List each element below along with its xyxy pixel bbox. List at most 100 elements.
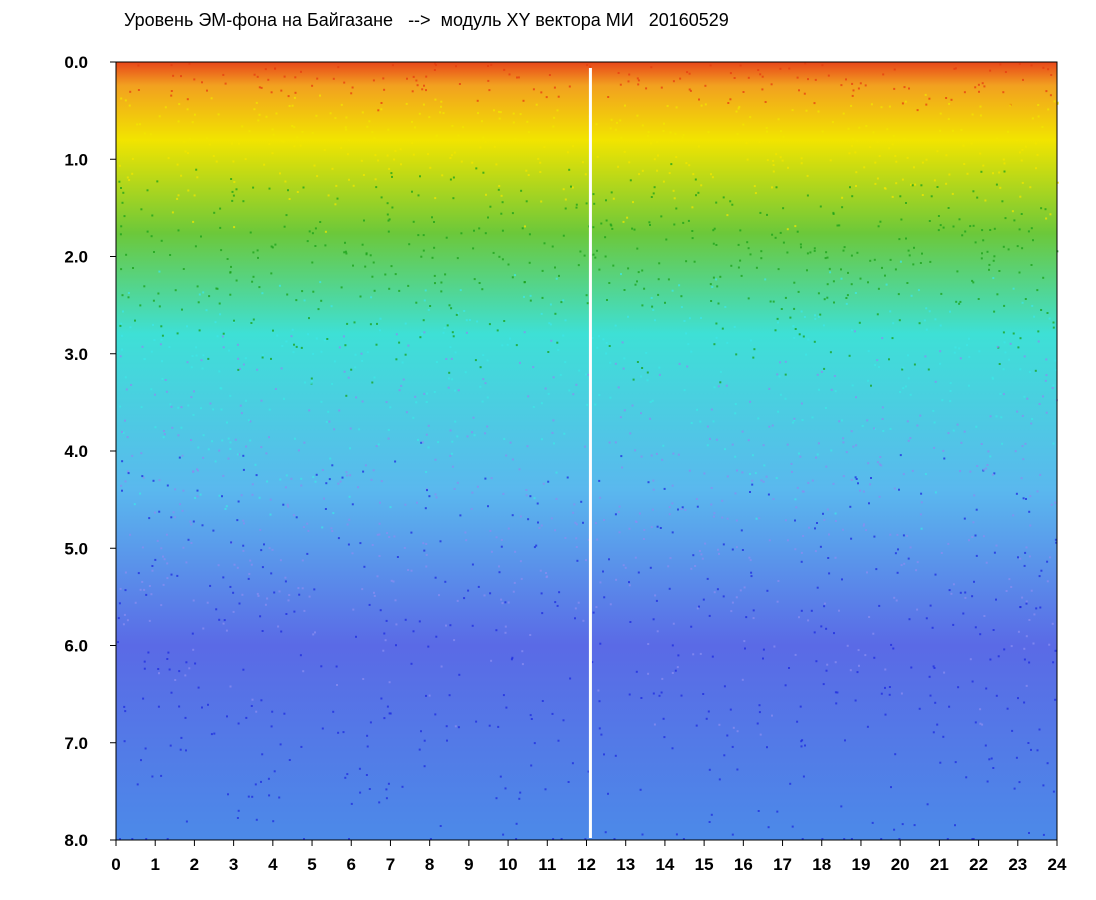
heatmap-speckle: [948, 589, 951, 592]
heatmap-speckle: [826, 283, 829, 286]
heatmap-speckle: [308, 230, 311, 233]
heatmap-speckle: [777, 268, 780, 271]
heatmap-speckle: [770, 83, 773, 86]
heatmap-speckle: [613, 838, 616, 840]
heatmap-speckle: [473, 434, 476, 437]
heatmap-speckle: [827, 74, 830, 77]
heatmap-speckle: [849, 505, 852, 508]
heatmap-speckle: [1003, 162, 1006, 165]
heatmap-speckle: [729, 200, 732, 203]
heatmap-speckle: [1042, 395, 1044, 398]
heatmap-speckle: [807, 78, 809, 81]
heatmap-speckle: [279, 743, 282, 746]
heatmap-speckle: [238, 602, 241, 605]
heatmap-speckle: [502, 492, 505, 495]
heatmap-speckle: [391, 175, 393, 178]
heatmap-speckle: [529, 299, 532, 302]
heatmap-speckle: [229, 293, 232, 296]
heatmap-speckle: [312, 476, 315, 479]
heatmap-speckle: [363, 565, 366, 568]
heatmap-speckle: [690, 625, 693, 628]
heatmap-speckle: [715, 244, 718, 246]
heatmap-speckle: [1018, 62, 1021, 65]
heatmap-speckle: [617, 386, 620, 389]
heatmap-speckle: [351, 86, 354, 89]
heatmap-speckle: [312, 633, 315, 636]
heatmap-speckle: [722, 196, 725, 199]
heatmap-speckle: [151, 565, 154, 567]
heatmap-speckle: [232, 591, 235, 594]
heatmap-speckle: [486, 396, 489, 399]
heatmap-speckle: [197, 446, 200, 449]
heatmap-speckle: [731, 548, 734, 551]
heatmap-speckle: [136, 123, 139, 126]
heatmap-speckle: [256, 592, 259, 595]
heatmap-speckle: [948, 102, 951, 105]
heatmap-speckle: [605, 352, 608, 355]
heatmap-speckle: [786, 228, 789, 231]
heatmap-speckle: [796, 720, 799, 723]
heatmap-speckle: [471, 624, 474, 627]
heatmap-speckle: [569, 677, 572, 680]
heatmap-speckle: [385, 619, 388, 622]
heatmap-speckle: [715, 201, 718, 204]
heatmap-speckle: [201, 524, 204, 527]
heatmap-speckle: [556, 109, 559, 112]
heatmap-speckle: [849, 186, 851, 189]
heatmap-speckle: [622, 220, 625, 223]
heatmap-speckle: [449, 454, 452, 457]
heatmap-speckle: [220, 408, 223, 411]
heatmap-speckle: [248, 130, 251, 133]
heatmap-speckle: [196, 285, 199, 288]
heatmap-speckle: [956, 423, 959, 426]
heatmap-speckle: [1011, 729, 1014, 732]
heatmap-speckle: [244, 357, 247, 360]
heatmap-speckle: [957, 686, 960, 689]
heatmap-speckle: [235, 279, 238, 282]
heatmap-speckle: [869, 483, 872, 486]
heatmap-speckle: [238, 142, 240, 145]
heatmap-speckle: [562, 299, 565, 302]
heatmap-speckle: [142, 697, 145, 700]
heatmap-speckle: [212, 155, 215, 157]
heatmap-speckle: [128, 179, 131, 181]
heatmap-speckle: [241, 593, 244, 596]
heatmap-speckle: [457, 726, 460, 729]
heatmap-speckle: [256, 75, 259, 78]
heatmap-speckle: [280, 367, 283, 370]
heatmap-speckle: [551, 712, 554, 715]
heatmap-speckle: [489, 592, 492, 595]
heatmap-speckle: [735, 353, 738, 356]
heatmap-speckle: [473, 278, 476, 281]
heatmap-speckle: [142, 476, 145, 479]
heatmap-speckle: [974, 534, 977, 537]
heatmap-speckle: [908, 87, 910, 90]
heatmap-speckle: [749, 473, 751, 475]
heatmap-speckle: [975, 508, 978, 511]
heatmap-speckle: [566, 476, 569, 479]
heatmap-speckle: [223, 619, 226, 622]
heatmap-speckle: [564, 207, 567, 210]
heatmap-speckle: [891, 337, 894, 340]
heatmap-speckle: [911, 184, 914, 187]
heatmap-speckle: [1040, 309, 1043, 311]
heatmap-speckle: [655, 599, 658, 602]
heatmap-speckle: [614, 513, 617, 516]
heatmap-speckle: [373, 289, 376, 292]
heatmap-speckle: [519, 560, 522, 563]
heatmap-speckle: [652, 692, 655, 695]
heatmap-speckle: [453, 487, 456, 490]
heatmap-speckle: [818, 388, 820, 391]
heatmap-speckle: [816, 373, 819, 376]
heatmap-speckle: [379, 317, 382, 320]
heatmap-speckle: [718, 778, 721, 781]
heatmap-speckle: [1037, 330, 1040, 333]
heatmap-speckle: [419, 336, 422, 339]
heatmap-speckle: [515, 822, 518, 825]
heatmap-speckle: [255, 818, 258, 821]
heatmap-speckle: [659, 527, 662, 529]
heatmap-speckle: [966, 344, 968, 347]
heatmap-speckle: [160, 604, 163, 607]
heatmap-speckle: [118, 164, 121, 167]
heatmap-speckle: [825, 251, 828, 254]
